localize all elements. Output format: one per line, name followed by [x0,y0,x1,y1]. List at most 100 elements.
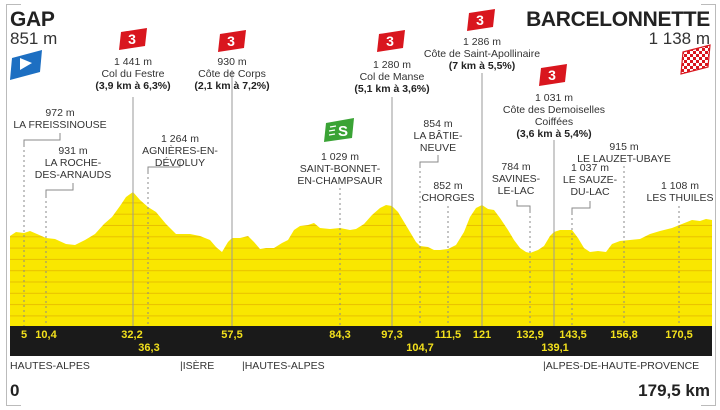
climb-name-line2: Coiffées [534,116,574,128]
climb-label: 1 441 m Col du Festre (3,9 km à 6,3%) [95,56,170,92]
sprint-label: 1 029 m SAINT-BONNET- EN-CHAMPSAUR [297,151,382,187]
checkered-flag-icon [680,44,711,75]
km-mark: 121 [472,329,492,341]
km-mark: 57,5 [221,329,243,341]
km-mark: 5 [20,329,28,341]
place-name-line2: NEUVE [419,142,457,154]
climb-detail: (3,9 km à 6,3%) [95,80,171,92]
place-name: LA ROCHE- [44,157,102,169]
climb-name: Col du Festre [101,68,165,80]
region-label: |HAUTES-ALPES [242,360,325,372]
place-altitude: 972 m [45,107,75,119]
place-label: 854 m LA BÂTIE- NEUVE [413,118,462,154]
km-mark: 32,2 [121,329,143,341]
finish-altitude: 1 138 m [648,29,710,48]
climb-lines [132,70,555,326]
place-name: AGNIÈRES-EN- [142,145,218,157]
place-altitude: 931 m [58,145,88,157]
place-name: SAVINES- [491,173,541,185]
region-label: |ISÈRE [180,360,215,372]
climb-altitude: 1 280 m [373,59,411,71]
frame-left [6,4,21,406]
svg-text:3: 3 [227,33,235,49]
place-label: 972 m LA FREISSINOUSE [13,107,106,131]
climb-label: 930 m Côte de Corps (2,1 km à 7,2%) [194,56,269,92]
start-flag-icon [10,50,42,80]
region-label: |ALPES-DE-HAUTE-PROVENCE [543,360,700,372]
svg-text:S: S [338,123,348,140]
km-mark: 143,5 [559,329,587,341]
sprint-icon: S [324,118,354,142]
distance-start: 0 [10,381,20,400]
place-name-line2: LE-LAC [497,185,535,197]
elevation-profile [10,192,712,326]
place-lines [23,145,680,326]
climb-badges: 3 3 3 3 3 [119,9,567,86]
place-name: LE LAUZET-UBAYE [577,153,671,165]
climb-label: 1 286 m Côte de Saint-Apollinaire (7 km … [424,36,540,72]
place-name-line2: DU-LAC [570,186,610,198]
climb-name: Côte de Corps [198,68,266,80]
svg-text:3: 3 [386,33,394,49]
climb-detail: (5,1 km à 3,6%) [354,83,430,95]
place-altitude: 852 m [433,180,463,192]
place-altitude: 1 264 m [161,133,199,145]
leader-lines [23,133,591,213]
svg-text:3: 3 [128,31,136,47]
sprint-name: SAINT-BONNET- [299,163,381,175]
climb-altitude: 930 m [217,56,247,68]
climb-label: 1 031 m Côte des Demoiselles Coiffées (3… [503,92,605,140]
km-mark: 170,5 [665,329,693,341]
place-label: 931 m LA ROCHE- DES-ARNAUDS [35,145,111,181]
place-altitude: 1 037 m [571,162,609,174]
km-mark: 111,5 [434,329,462,341]
km-mark: 132,9 [516,329,544,341]
climb-detail: (3,6 km à 5,4%) [516,128,592,140]
place-name: CHORGES [421,192,475,204]
place-label: 784 m SAVINES- LE-LAC [492,161,540,197]
place-name: LA FREISSINOUSE [13,119,107,131]
climb-label: 1 280 m Col de Manse (5,1 km à 3,6%) [354,59,429,95]
start-city: GAP [10,8,55,31]
svg-text:3: 3 [548,67,556,83]
sprint-name-line2: EN-CHAMPSAUR [297,175,383,187]
place-label: 1 037 m LE SAUZE- DU-LAC [563,162,617,198]
place-altitude: 1 108 m [661,180,699,192]
climb-detail: (7 km à 5,5%) [448,60,516,72]
region-label: HAUTES-ALPES [10,360,90,372]
place-name: LA BÂTIE- [413,130,463,142]
place-altitude: 784 m [501,161,531,173]
svg-text:3: 3 [476,12,484,28]
place-altitude: 854 m [423,118,453,130]
start-altitude: 851 m [10,29,58,48]
place-label: 1 108 m LES THUILES [647,180,714,204]
km-mark: 104,7 [406,342,434,354]
place-altitude: 915 m [609,141,639,153]
place-label: 1 264 m AGNIÈRES-EN- DÉVOLUY [142,133,218,169]
climb-altitude: 1 031 m [535,92,573,104]
climb-detail: (2,1 km à 7,2%) [194,80,270,92]
km-mark: 10,4 [35,329,57,341]
km-mark: 139,1 [541,342,569,354]
km-mark: 84,3 [329,329,351,341]
place-name-line2: DÉVOLUY [154,157,206,169]
km-bar [10,326,712,356]
sprint-altitude: 1 029 m [321,151,359,163]
place-name-line2: DES-ARNAUDS [34,169,112,181]
climb-name: Côte de Saint-Apollinaire [423,48,541,60]
km-mark: 97,3 [381,329,403,341]
place-label: 915 m LE LAUZET-UBAYE [577,141,671,165]
climb-altitude: 1 286 m [463,36,501,48]
distance-end: 179,5 km [638,381,710,400]
frame-right [701,4,716,406]
place-name: LES THUILES [646,192,714,204]
km-mark: 156,8 [610,329,638,341]
climb-altitude: 1 441 m [114,56,152,68]
climb-name: Col de Manse [359,71,425,83]
place-label: 852 m CHORGES [421,180,474,204]
climb-name: Côte des Demoiselles [502,104,606,116]
finish-city: BARCELONNETTE [526,8,710,31]
km-mark: 36,3 [138,342,160,354]
place-name: LE SAUZE- [562,174,618,186]
